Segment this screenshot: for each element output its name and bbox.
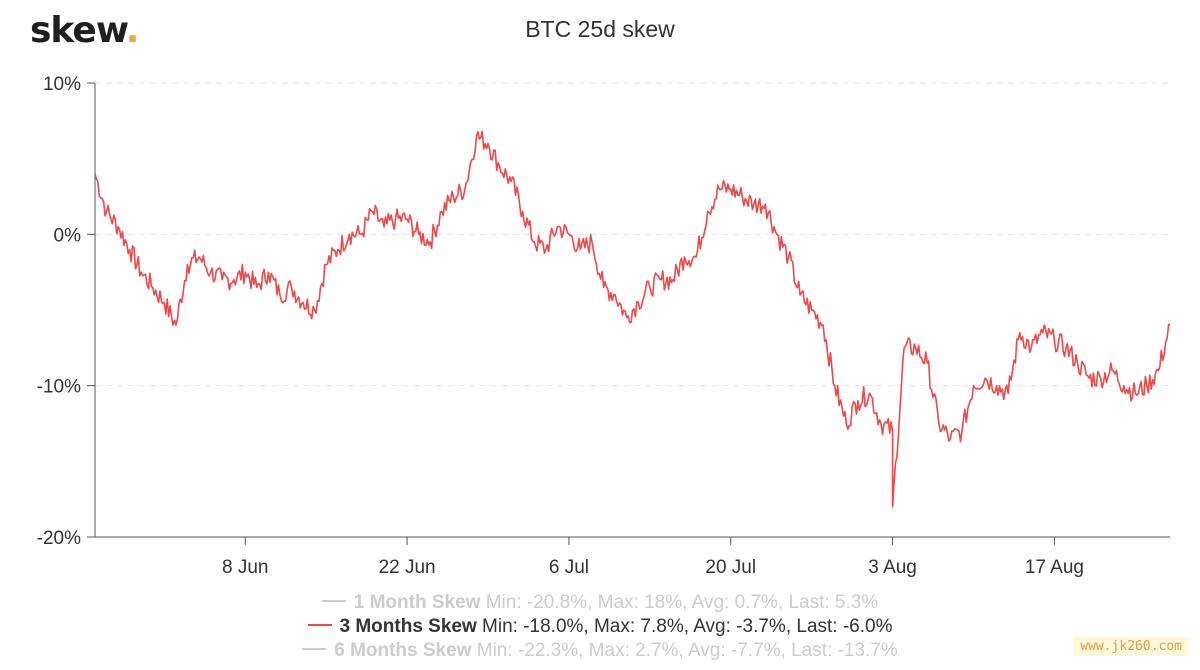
legend-item-3-months-skew[interactable]: 3 Months Skew Min: -18.0%, Max: 7.8%, Av… [0,616,1200,638]
x-tick-label: 6 Jul [549,557,589,578]
y-tick-label: 0% [54,225,82,246]
legend-swatch [321,599,346,602]
chart-area: -20% -10% 0% 10% 8 Jun 22 Jun 6 Jul 20 Jul 3 Au… [37,74,1171,578]
x-tick-label: 22 Jun [379,557,436,578]
legend-swatch [302,647,327,650]
legend-swatch [307,623,332,626]
y-tick-label: 10% [43,74,81,95]
x-tick-label: 17 Aug [1025,557,1084,578]
x-tick-label: 20 Jul [705,557,756,578]
x-tick-label: 8 Jun [222,557,268,578]
legend-series-name: 1 Month Skew [353,592,481,613]
gridlines [95,82,1170,387]
legend-series-name: 3 Months Skew [339,616,477,637]
x-tick-label: 3 Aug [868,557,917,578]
legend-series-name: 6 Months Skew [334,640,472,661]
skew-logo: skew. [30,6,140,56]
legend-item-1-month-skew[interactable]: 1 Month Skew Min: -20.8%, Max: 18%, Avg:… [0,592,1200,614]
logo-dot: . [125,10,140,51]
legend-item-6-months-skew[interactable]: 6 Months Skew Min: -22.3%, Max: 2.7%, Av… [0,640,1200,662]
chart-title: BTC 25d skew [525,16,675,42]
legend-series-stats: Min: -20.8%, Max: 18%, Avg: 0.7%, Last: … [485,592,879,613]
y-tick-label: -20% [37,528,81,549]
legend-series-stats: Min: -22.3%, Max: 2.7%, Avg: -7.7%, Last… [476,640,898,661]
watermark: www.jk260.com [1074,637,1188,656]
y-axis: -20% -10% 0% 10% [37,74,96,549]
logo-text: skew [30,10,127,51]
series-line-3-months-skew [94,130,1171,508]
legend-series-stats: Min: -18.0%, Max: 7.8%, Avg: -3.7%, Last… [482,616,893,637]
y-tick-label: -10% [37,377,81,398]
x-axis: 8 Jun 22 Jun 6 Jul 20 Jul 3 Aug 17 Aug [95,536,1170,578]
